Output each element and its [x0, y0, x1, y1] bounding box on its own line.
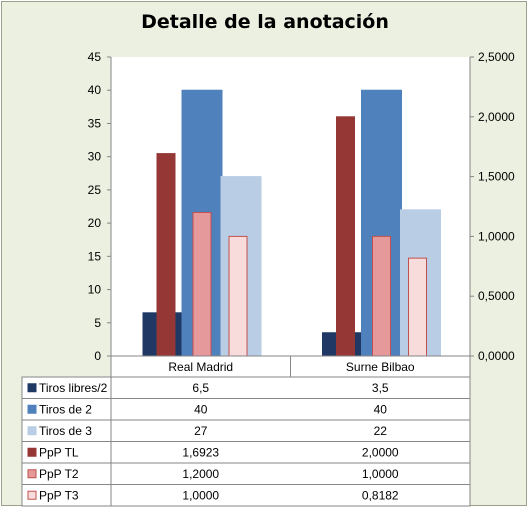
legend-label: PpP T2 [39, 467, 79, 481]
left-axis-tick-label: 5 [94, 316, 101, 330]
legend-swatch [27, 426, 37, 436]
data-label: 3,5 [372, 381, 389, 395]
left-axis-tick-label: 30 [88, 150, 102, 164]
bar [372, 235, 391, 357]
right-axis-tick-label: 2,5000 [478, 50, 515, 64]
bar [156, 153, 176, 357]
right-axis-tick-label: 1,0000 [478, 229, 515, 243]
legend-label: Tiros libres/2 [39, 381, 108, 395]
right-axis-tick-label: 1,5000 [478, 170, 515, 184]
data-label: 1,6923 [182, 445, 219, 459]
left-axis-tick-label: 40 [88, 83, 102, 97]
left-axis-tick-label: 15 [88, 249, 102, 263]
legend-swatch [27, 383, 37, 393]
bar [192, 211, 212, 357]
legend-label: PpP T3 [39, 488, 79, 502]
left-axis-tick-label: 25 [88, 183, 102, 197]
bar [336, 116, 355, 357]
left-axis-tick-label: 35 [88, 116, 102, 130]
data-label: 40 [374, 402, 388, 416]
legend-swatch [27, 490, 37, 500]
right-axis-tick-label: 0,0000 [478, 349, 515, 363]
left-axis-tick-label: 45 [88, 50, 102, 64]
legend-label: Tiros de 3 [39, 424, 92, 438]
category-label: Real Madrid [168, 360, 233, 374]
legend-swatch [27, 447, 37, 457]
data-label: 22 [374, 424, 388, 438]
chart-title: Detalle de la anotación [141, 11, 389, 33]
left-axis-tick-label: 0 [94, 349, 101, 363]
legend-swatch [27, 469, 37, 479]
category-label: Surne Bilbao [346, 360, 415, 374]
data-label: 1,2000 [182, 467, 219, 481]
data-label: 40 [194, 402, 208, 416]
data-label: 6,5 [192, 381, 209, 395]
bar [408, 257, 427, 357]
data-label: 2,0000 [362, 445, 399, 459]
left-axis-tick-label: 20 [88, 216, 102, 230]
right-axis-tick-label: 0,5000 [478, 289, 515, 303]
legend-label: PpP TL [39, 445, 79, 459]
bar [228, 235, 248, 357]
legend-label: Tiros de 2 [39, 402, 92, 416]
left-axis-tick-label: 10 [88, 283, 102, 297]
data-label: 27 [194, 424, 208, 438]
legend-swatch [27, 404, 37, 414]
data-label: 0,8182 [362, 488, 399, 502]
data-label: 1,0000 [362, 467, 399, 481]
data-label: 1,0000 [182, 488, 219, 502]
right-axis-tick-label: 2,0000 [478, 110, 515, 124]
